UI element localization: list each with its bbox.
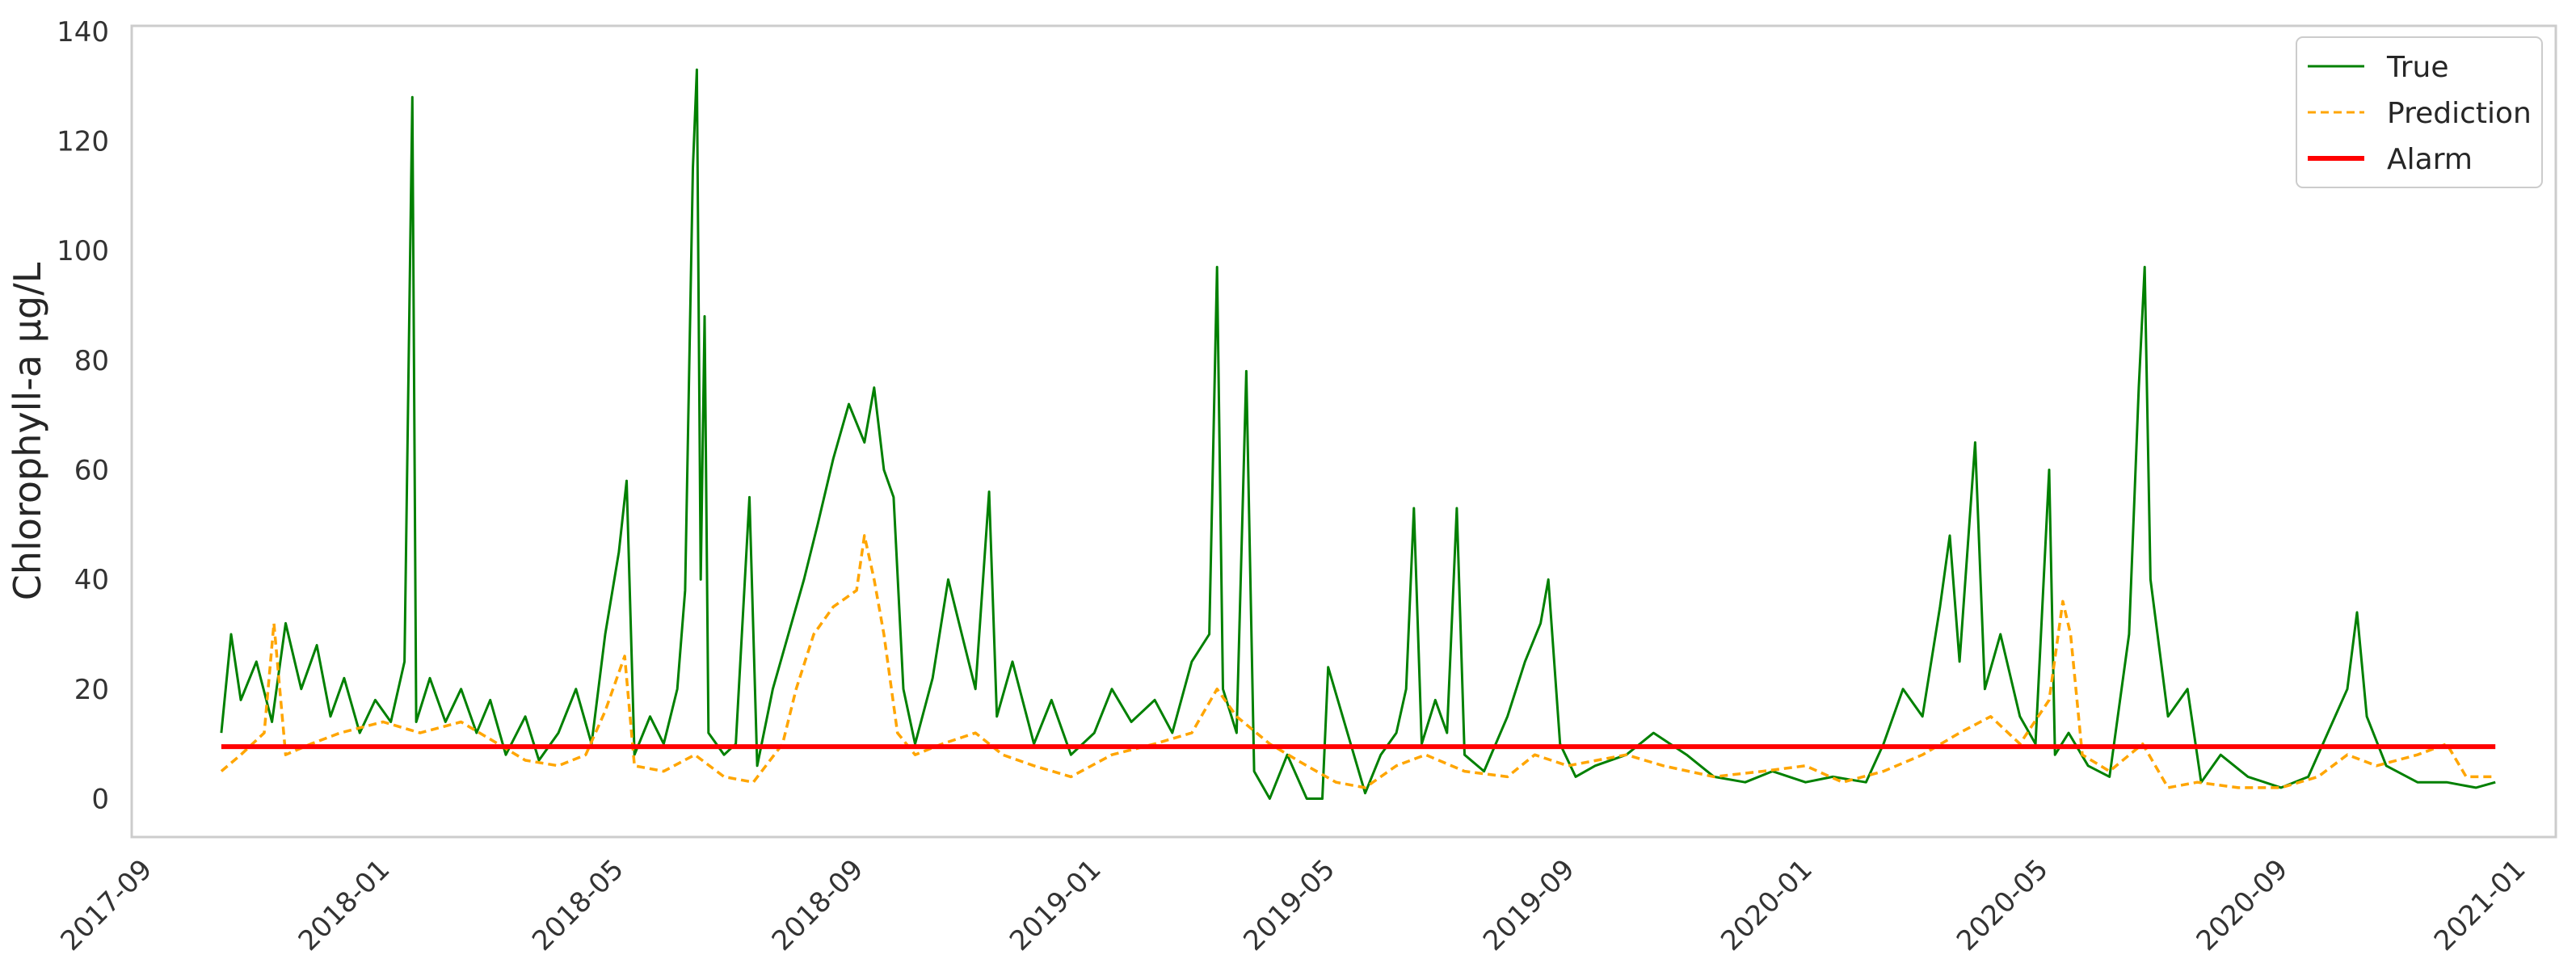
series-line-true bbox=[220, 68, 2496, 800]
x-axis: 2017-09 2018-01 2018-05 2018-09 2019-01 2019-… bbox=[55, 853, 2532, 957]
x-tick-label: 2017-09 bbox=[55, 853, 159, 957]
y-axis-title: Chlorophyll-a µg/L bbox=[6, 262, 49, 600]
y-tick-label: 0 bbox=[91, 784, 109, 816]
x-tick-label: 2020-05 bbox=[1951, 853, 2055, 957]
x-tick-label: 2020-01 bbox=[1715, 853, 1819, 957]
x-tick-label: 2018-09 bbox=[766, 853, 870, 957]
x-tick-label: 2020-09 bbox=[2191, 853, 2295, 957]
legend-label-alarm: Alarm bbox=[2387, 143, 2473, 176]
y-tick-label: 120 bbox=[57, 125, 109, 158]
x-tick-label: 2018-05 bbox=[526, 853, 630, 957]
x-tick-label: 2018-01 bbox=[293, 853, 397, 957]
legend-box bbox=[2296, 36, 2543, 188]
y-tick-label: 100 bbox=[57, 235, 109, 267]
x-tick-label: 2019-09 bbox=[1477, 853, 1581, 957]
y-tick-label: 140 bbox=[57, 16, 109, 48]
y-tick-label: 20 bbox=[74, 674, 109, 706]
legend-label-prediction: Prediction bbox=[2387, 97, 2532, 130]
legend-label-true: True bbox=[2386, 51, 2448, 84]
y-tick-label: 40 bbox=[74, 564, 109, 596]
y-tick-label: 60 bbox=[74, 454, 109, 486]
legend: True Prediction Alarm bbox=[2296, 36, 2543, 188]
plot-area bbox=[130, 24, 2557, 839]
x-tick-label: 2019-05 bbox=[1237, 853, 1341, 957]
x-tick-label: 2019-01 bbox=[1004, 853, 1108, 957]
x-tick-label: 2021-01 bbox=[2428, 853, 2532, 957]
series-line-prediction bbox=[220, 534, 2496, 789]
y-tick-label: 80 bbox=[74, 345, 109, 377]
series-layer bbox=[220, 68, 2496, 800]
y-axis: 0 20 40 60 80 100 120 140 bbox=[57, 16, 109, 816]
